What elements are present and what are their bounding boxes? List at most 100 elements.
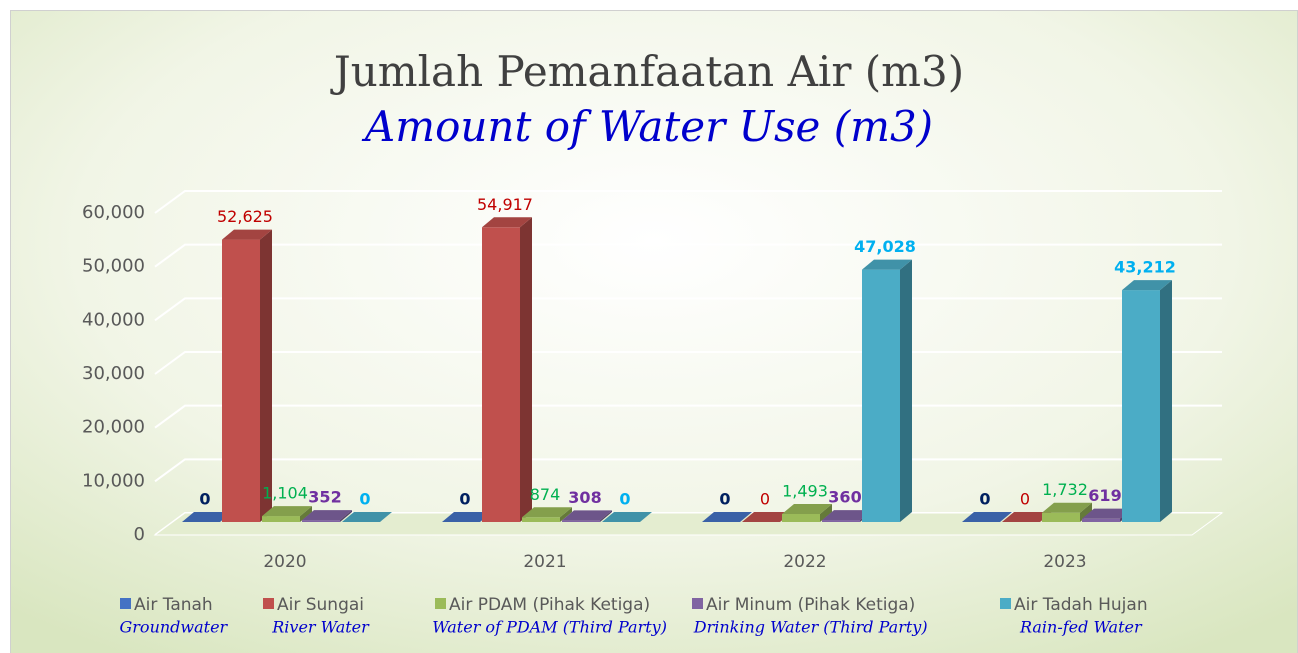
bar-side <box>900 259 912 522</box>
bar <box>1042 502 1092 522</box>
legend-swatch <box>263 598 274 609</box>
y-tick-label: 60,000 <box>82 202 145 223</box>
bar <box>742 512 792 522</box>
data-label: 0 <box>459 490 470 509</box>
x-tick-label: 2023 <box>1043 552 1086 572</box>
legend-label: Air Sungai <box>277 595 364 615</box>
bar-top <box>1002 512 1052 522</box>
y-tick-label: 0 <box>134 524 145 545</box>
legend-translation: River Water <box>271 618 370 637</box>
y-tick-label: 20,000 <box>82 417 145 438</box>
grid-line <box>154 190 1222 214</box>
bar-top <box>182 512 232 522</box>
bar-front <box>562 520 600 522</box>
bar-front <box>1122 290 1160 522</box>
data-label: 43,212 <box>1114 258 1176 277</box>
bar-side <box>300 506 312 522</box>
floor <box>153 512 1224 536</box>
bar-side <box>260 229 272 522</box>
data-label: 308 <box>568 488 601 507</box>
bar-top <box>222 229 272 240</box>
data-label: 52,625 <box>217 207 273 226</box>
data-label: 360 <box>828 488 861 507</box>
x-tick-label: 2020 <box>263 552 306 572</box>
bar <box>1002 512 1052 522</box>
data-label: 1,493 <box>782 481 828 500</box>
bar-side <box>340 510 352 522</box>
bar <box>1122 280 1172 522</box>
bar-side <box>560 507 572 522</box>
bar <box>342 512 392 522</box>
bar-front <box>1082 518 1120 522</box>
bar-top <box>1042 502 1092 513</box>
y-tick-label: 40,000 <box>82 309 145 330</box>
data-label: 0 <box>719 490 730 509</box>
bar-front <box>782 513 820 522</box>
bar-top <box>1122 280 1172 291</box>
bar-top <box>302 510 352 521</box>
bar <box>442 512 492 522</box>
data-label: 47,028 <box>854 237 916 256</box>
chart-subtitle: Amount of Water Use (m3) <box>361 102 933 151</box>
y-tick-label: 50,000 <box>82 256 145 277</box>
x-tick-label: 2022 <box>783 552 826 572</box>
bar-top <box>1082 508 1132 519</box>
legend-label: Air PDAM (Pihak Ketiga) <box>449 595 650 615</box>
bar <box>262 506 312 522</box>
legend-translation: Drinking Water (Third Party) <box>693 618 928 637</box>
y-tick-label: 10,000 <box>82 470 145 491</box>
legend-translation: Water of PDAM (Third Party) <box>432 618 667 637</box>
data-label: 874 <box>530 485 561 504</box>
grid-line <box>154 243 1222 268</box>
bar-top <box>862 259 912 270</box>
bar <box>222 229 272 522</box>
bar-top <box>602 512 652 522</box>
bar-front <box>1042 512 1080 522</box>
bar-side <box>520 217 532 523</box>
bar-top <box>562 510 612 521</box>
bar-front <box>522 517 560 522</box>
legend-label: Air Minum (Pihak Ketiga) <box>706 595 915 615</box>
data-label: 0 <box>619 490 630 509</box>
legend-swatch <box>692 598 703 609</box>
bar-top <box>262 506 312 517</box>
data-label: 0 <box>199 490 210 509</box>
bar-side <box>1080 502 1092 522</box>
bar-front <box>822 520 860 522</box>
x-tick-label: 2021 <box>523 552 566 572</box>
bar-top <box>342 512 392 522</box>
legend-swatch <box>435 598 446 609</box>
legend-translation: Rain-fed Water <box>1019 618 1143 637</box>
bar <box>302 510 352 522</box>
bar <box>702 512 752 522</box>
bar <box>782 503 832 522</box>
bar-front <box>302 520 340 522</box>
bar-front <box>222 239 260 522</box>
data-label: 0 <box>1020 490 1030 509</box>
data-label: 1,732 <box>1042 480 1088 499</box>
chart-title: Jumlah Pemanfaatan Air (m3) <box>330 47 964 96</box>
legend-swatch <box>1000 598 1011 609</box>
data-label: 54,917 <box>477 195 533 214</box>
bar <box>962 512 1012 522</box>
bar-top <box>962 512 1012 522</box>
bar <box>182 512 232 522</box>
bar-top <box>482 217 532 228</box>
bar <box>562 510 612 522</box>
bar <box>522 507 572 522</box>
bar-top <box>522 507 572 518</box>
bar-side <box>1160 280 1172 522</box>
bar-side <box>600 510 612 522</box>
data-label: 352 <box>308 488 341 507</box>
bar-side <box>820 503 832 522</box>
bar-front <box>862 269 900 522</box>
bar-top <box>702 512 752 522</box>
bar-front <box>262 516 300 522</box>
bar-top <box>822 510 872 521</box>
bar <box>602 512 652 522</box>
legend-label: Air Tadah Hujan <box>1014 595 1148 615</box>
legend-label: Air Tanah <box>134 595 213 615</box>
bar <box>482 217 532 523</box>
y-tick-label: 30,000 <box>82 363 145 384</box>
